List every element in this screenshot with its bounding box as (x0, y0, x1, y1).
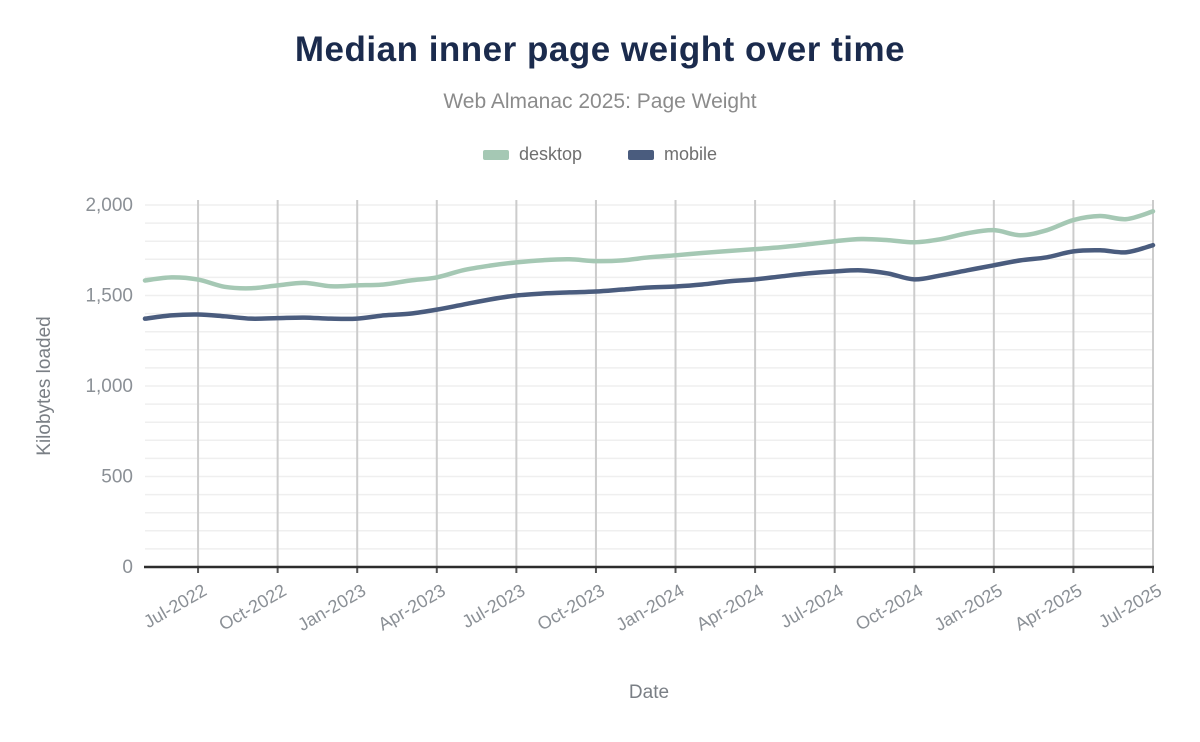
x-axis-title: Date (629, 682, 669, 703)
svg-text:Jan-2024: Jan-2024 (613, 580, 688, 635)
svg-text:0: 0 (122, 557, 133, 578)
legend-label-mobile: mobile (664, 144, 718, 164)
svg-text:Jul-2023: Jul-2023 (459, 580, 529, 632)
svg-text:Jul-2025: Jul-2025 (1095, 580, 1165, 632)
svg-text:Jan-2025: Jan-2025 (931, 580, 1006, 635)
svg-text:Oct-2023: Oct-2023 (534, 580, 608, 634)
svg-text:Oct-2022: Oct-2022 (216, 580, 290, 634)
svg-text:Oct-2024: Oct-2024 (852, 580, 926, 634)
mobile-series-swatch-icon (628, 149, 654, 160)
svg-text:1,500: 1,500 (85, 286, 133, 307)
chart-subtitle: Web Almanac 2025: Page Weight (443, 90, 757, 113)
svg-text:500: 500 (101, 467, 133, 488)
legend-item-desktop[interactable]: desktop (482, 144, 582, 165)
svg-text:2,000: 2,000 (85, 195, 133, 216)
svg-text:Apr-2025: Apr-2025 (1011, 580, 1085, 634)
svg-text:Apr-2024: Apr-2024 (693, 580, 767, 634)
desktop-series-swatch-icon (482, 149, 509, 160)
legend-item-mobile[interactable]: mobile (628, 144, 717, 165)
legend: desktop mobile (0, 144, 1200, 165)
chart-title: Median inner page weight over time (294, 30, 906, 69)
x-tick-labels: Jul-2022 Oct-2022 Jan-2023 Apr-2023 Jul-2023… (140, 580, 1165, 635)
svg-text:Jan-2023: Jan-2023 (294, 580, 369, 635)
y-tick-labels: 0 500 1,000 1,500 2,000 (85, 195, 133, 578)
svg-text:Jul-2022: Jul-2022 (140, 580, 210, 632)
y-axis-title: Kilobytes loaded (34, 316, 55, 455)
svg-text:1,000: 1,000 (85, 376, 133, 397)
svg-text:Jul-2024: Jul-2024 (777, 580, 847, 632)
horizontal-gridlines (145, 204, 1153, 550)
legend-label-desktop: desktop (518, 144, 582, 164)
desktop-series-line (142, 209, 1156, 291)
mobile-series-line (142, 242, 1156, 322)
svg-text:Apr-2023: Apr-2023 (375, 580, 449, 634)
